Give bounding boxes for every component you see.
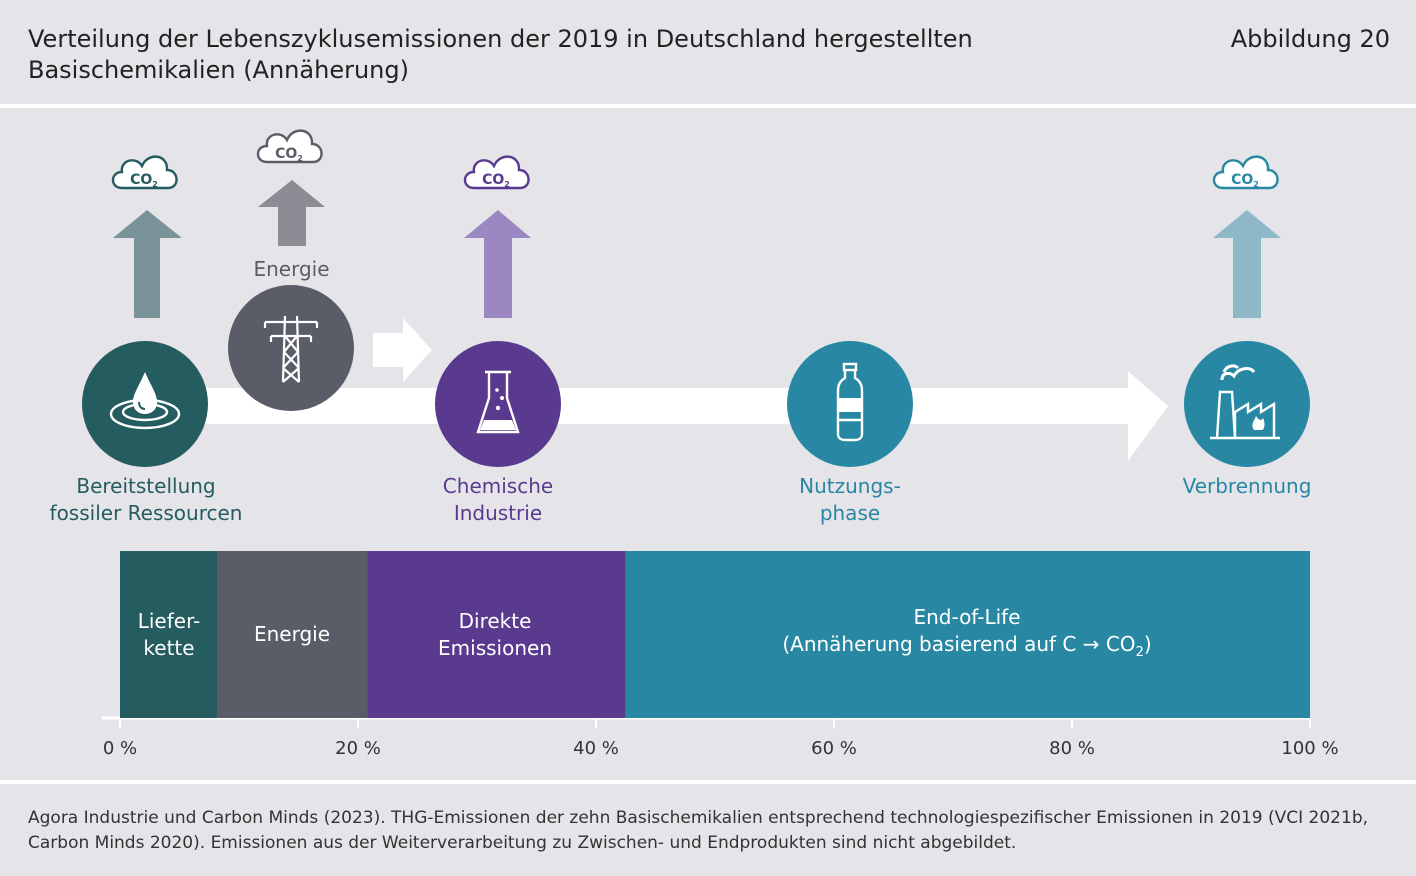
bar-segment-direct [367, 551, 626, 718]
oil-drop-icon [109, 372, 181, 430]
segment-label-direct: Direkte Emissionen [438, 608, 552, 660]
bar-segment-end-of-life [625, 551, 1310, 718]
header-divider [0, 104, 1416, 108]
bar-segment-supply-chain [120, 551, 218, 718]
tick-label-40: 40 % [573, 738, 619, 759]
figure-number: Abbildung 20 [1230, 25, 1390, 53]
svg-text:CO2: CO2 [482, 172, 510, 189]
flask-icon [476, 370, 520, 434]
tick-label-100: 100 % [1281, 738, 1339, 759]
stage-label-use: Nutzungs- phase [799, 474, 901, 525]
svg-text:CO2: CO2 [1231, 172, 1259, 189]
tick-label-0: 0 % [102, 738, 138, 759]
incineration-node [1184, 341, 1310, 467]
stage-label-incineration: Verbrennung [1182, 474, 1312, 498]
fossil-resource-node [82, 341, 208, 467]
stacked-bar [120, 551, 1310, 718]
emission-arrow-incineration [1213, 210, 1281, 318]
emission-arrow-fossil [113, 210, 182, 318]
chemical-industry-node [435, 341, 561, 467]
segment-label-supply-chain: Liefer- kette [137, 608, 201, 660]
co2-cloud-fossil-icon: CO2 [111, 155, 178, 190]
energy-arrow [373, 318, 432, 382]
source-note: Agora Industrie und Carbon Minds (2023).… [28, 808, 1369, 853]
co2-cloud-incineration-icon: CO2 [1212, 155, 1279, 190]
energy-node [228, 285, 354, 411]
tick-label-20: 20 % [335, 738, 381, 759]
bottle-icon [836, 362, 864, 442]
segment-label-end-of-life: End-of-Life (Annäherung basierend auf C … [782, 604, 1152, 660]
emission-arrow-chemical [464, 210, 531, 318]
factory-icon [1210, 364, 1280, 440]
tick-label-60: 60 % [811, 738, 857, 759]
svg-text:CO2: CO2 [275, 146, 303, 163]
header: Verteilung der Lebenszyklusemissionen de… [0, 0, 1416, 104]
segment-label-energy: Energie [253, 622, 331, 646]
figure-title: Verteilung der Lebenszyklusemissionen de… [28, 25, 973, 84]
stage-label-chemical: Chemische Industrie [442, 474, 554, 525]
svg-text:CO2: CO2 [130, 172, 158, 189]
emission-arrow-energy [258, 180, 325, 246]
co2-cloud-chemical-icon: CO2 [463, 155, 530, 190]
use-phase-node [787, 341, 913, 467]
stage-label-fossil: Bereitstellung fossiler Ressourcen [49, 474, 243, 525]
co2-cloud-energy-icon: CO2 [256, 129, 323, 164]
bar-segment-energy [217, 551, 368, 718]
tick-label-80: 80 % [1049, 738, 1095, 759]
power-pylon-icon [263, 315, 319, 383]
footer-divider [0, 780, 1416, 784]
x-axis [102, 716, 1311, 728]
